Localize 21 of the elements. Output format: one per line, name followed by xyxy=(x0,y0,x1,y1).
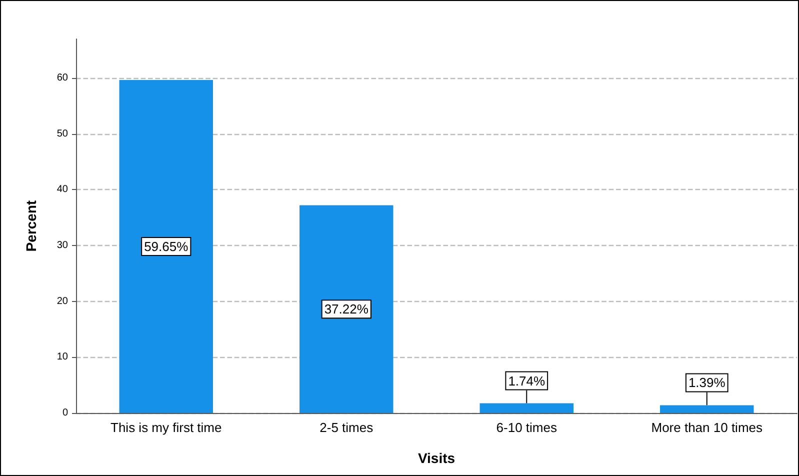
data-label: 1.39% xyxy=(688,375,726,390)
data-label: 37.22% xyxy=(324,302,369,317)
x-tick-label: This is my first time xyxy=(110,420,222,435)
data-label: 1.74% xyxy=(508,373,546,388)
data-label: 59.65% xyxy=(144,239,189,254)
y-tick-label: 50 xyxy=(56,128,68,140)
x-tick-label: More than 10 times xyxy=(651,420,764,435)
bar xyxy=(119,80,213,413)
y-tick-label: 60 xyxy=(56,72,68,84)
y-tick-label: 10 xyxy=(56,352,68,363)
y-tick-label: 30 xyxy=(56,240,68,252)
y-axis-title: Percent xyxy=(23,200,39,252)
x-axis-title: Visits xyxy=(418,450,456,466)
y-tick-label: 40 xyxy=(56,184,68,196)
bar xyxy=(300,205,394,413)
x-tick-label: 2-5 times xyxy=(320,420,374,435)
x-tick-label: 6-10 times xyxy=(496,420,558,435)
y-tick-label: 20 xyxy=(56,296,68,307)
y-tick-label: 0 xyxy=(62,408,68,418)
bar xyxy=(660,405,754,413)
bar xyxy=(480,403,574,413)
